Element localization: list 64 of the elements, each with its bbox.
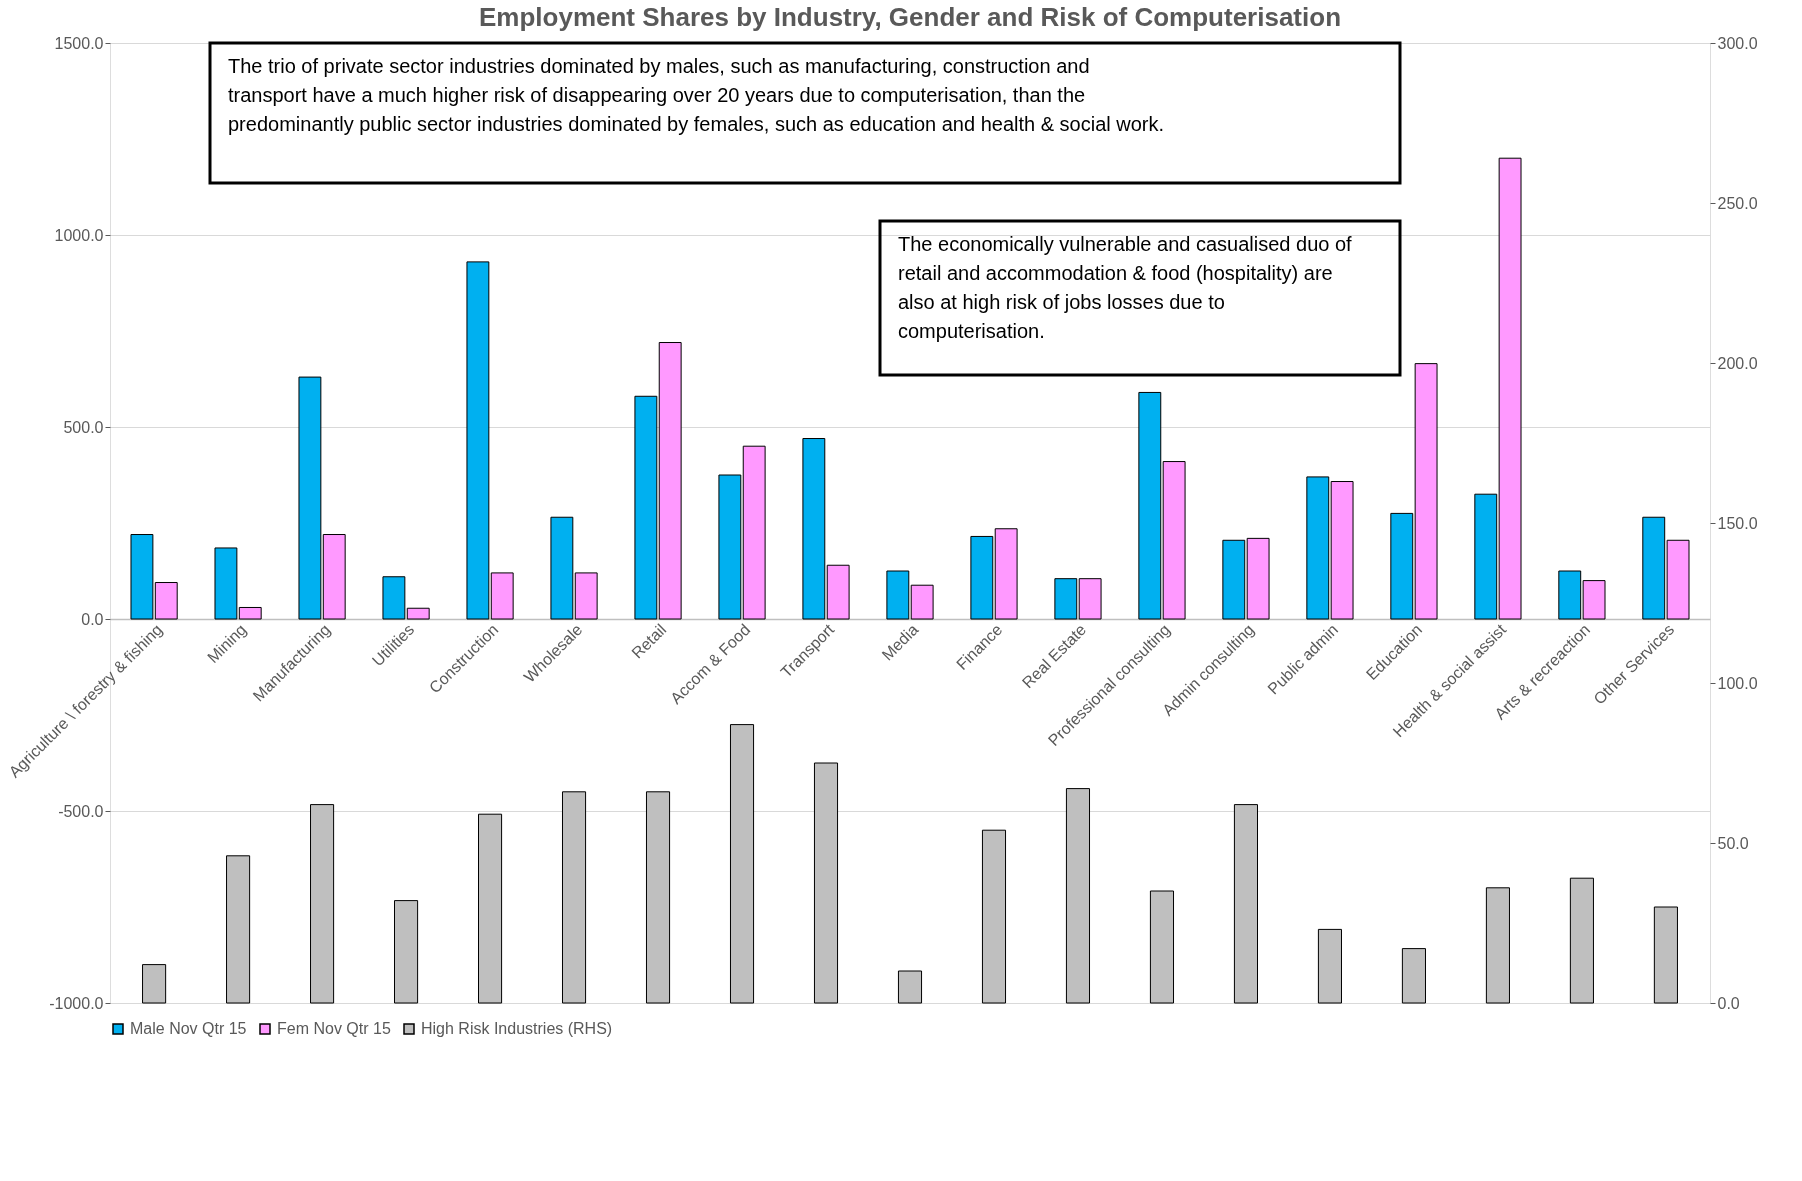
bar (813, 762, 839, 1004)
bar (382, 576, 406, 620)
bar (802, 438, 826, 620)
y-tick-label: -500.0 (58, 802, 104, 820)
bar (478, 813, 503, 1004)
bar (561, 791, 587, 1004)
y-tick-label: 1000.0 (54, 226, 104, 244)
bar (1078, 578, 1102, 620)
bar (1485, 887, 1510, 1004)
bar (718, 474, 742, 620)
bar (1330, 481, 1354, 620)
bar (645, 791, 671, 1004)
bar (490, 572, 514, 620)
y2-tick-label: 0.0 (1717, 994, 1740, 1012)
bar (1138, 391, 1162, 620)
y-tick-label: 1500.0 (54, 34, 104, 52)
y2-tick-label: 150.0 (1717, 514, 1758, 532)
bar (406, 607, 430, 620)
bar (634, 395, 658, 620)
y-tick-label: -1000.0 (49, 994, 104, 1012)
bar (1401, 948, 1426, 1004)
bar (658, 342, 682, 620)
bar (466, 261, 490, 620)
bar (981, 829, 1007, 1004)
legend-label: High Risk Industries (RHS) (421, 1020, 613, 1037)
bar (394, 900, 419, 1004)
bar (910, 584, 934, 620)
bar (1414, 363, 1438, 620)
bar (142, 964, 167, 1004)
bar (1306, 476, 1330, 620)
y-tick-label: 500.0 (63, 418, 104, 436)
annotation: The trio of private sector industries dominated by males, such as manufacturing, construction and transport have a much higher risk of disappearing over 20 years due to computerisation, than the predominantly public sector industries dominated by females, such as education and health & social work. (228, 55, 1165, 135)
bar (729, 724, 755, 1004)
bar (1065, 788, 1091, 1004)
chart-title: Employment Shares by Industry, Gender and Risk of Computerisation (478, 2, 1342, 32)
y2-tick-label: 100.0 (1717, 674, 1758, 692)
y2-tick-label: 50.0 (1717, 834, 1749, 852)
annotation: The economically vulnerable and casualised duo of retail and accommodation & food (hospitality) are also at high risk of jobs losses due to computerisation. (898, 233, 1353, 342)
bar (574, 572, 598, 620)
bar (994, 528, 1018, 620)
bar (1149, 890, 1175, 1004)
bar (226, 855, 251, 1004)
bar (1390, 512, 1414, 620)
bar (1162, 461, 1186, 620)
legend-label: Male Nov Qtr 15 (130, 1020, 247, 1037)
bar (1222, 539, 1246, 620)
bar (897, 970, 923, 1004)
bar (1653, 906, 1678, 1004)
bar (1054, 578, 1078, 620)
bar (826, 564, 850, 620)
y2-tick-label: 250.0 (1717, 194, 1758, 212)
bar (1317, 928, 1342, 1004)
y2-tick-label: 200.0 (1717, 354, 1758, 372)
bar (742, 445, 766, 620)
bar (550, 516, 574, 620)
bar (1569, 877, 1594, 1004)
y-tick-label: 0.0 (81, 610, 104, 628)
bar (970, 535, 994, 620)
bar (1246, 537, 1270, 620)
y2-tick-label: 300.0 (1717, 34, 1758, 52)
bar (886, 570, 910, 620)
bar (1233, 804, 1259, 1004)
legend-label: Fem Nov Qtr 15 (277, 1020, 391, 1037)
bar (310, 804, 335, 1004)
